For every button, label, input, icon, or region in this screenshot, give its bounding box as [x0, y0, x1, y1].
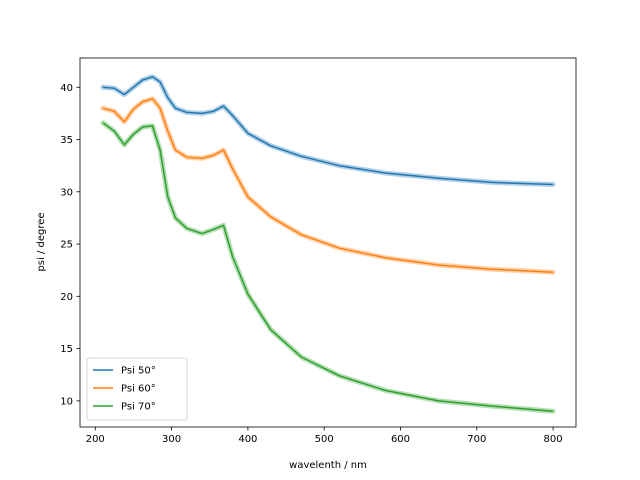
y-tick-label: 35	[60, 135, 73, 146]
y-tick-label: 10	[60, 396, 73, 407]
x-axis-label: wavelenth / nm	[289, 460, 367, 471]
y-tick-label: 15	[60, 344, 73, 355]
plot-lines	[100, 74, 556, 414]
y-tick-label: 20	[60, 292, 73, 303]
legend-label: Psi 70°	[121, 402, 156, 413]
y-axis-label: psi / degree	[36, 212, 47, 271]
legend: Psi 50° Psi 60° Psi 70°	[86, 357, 188, 421]
y-tick-label: 25	[60, 240, 73, 251]
x-tick-label: 400	[238, 434, 257, 445]
plot-frame	[79, 57, 577, 428]
x-tick-label: 800	[544, 434, 563, 445]
y-axis: 10 15 20 25 30 35 40	[60, 83, 80, 407]
x-tick-label: 700	[467, 434, 486, 445]
x-tick-label: 500	[315, 434, 334, 445]
series-line-2	[102, 98, 554, 274]
series-line-3	[102, 122, 554, 413]
legend-label: Psi 60°	[121, 384, 156, 395]
y-tick-label: 40	[60, 83, 73, 94]
legend-box	[86, 357, 188, 421]
x-axis: 200 300 400 500 600 700 800	[86, 427, 563, 445]
y-tick-label: 30	[60, 187, 73, 198]
x-tick-label: 300	[162, 434, 181, 445]
series-line-1	[102, 76, 554, 186]
x-tick-label: 600	[391, 434, 410, 445]
legend-label: Psi 50°	[121, 366, 156, 377]
x-tick-label: 200	[86, 434, 105, 445]
